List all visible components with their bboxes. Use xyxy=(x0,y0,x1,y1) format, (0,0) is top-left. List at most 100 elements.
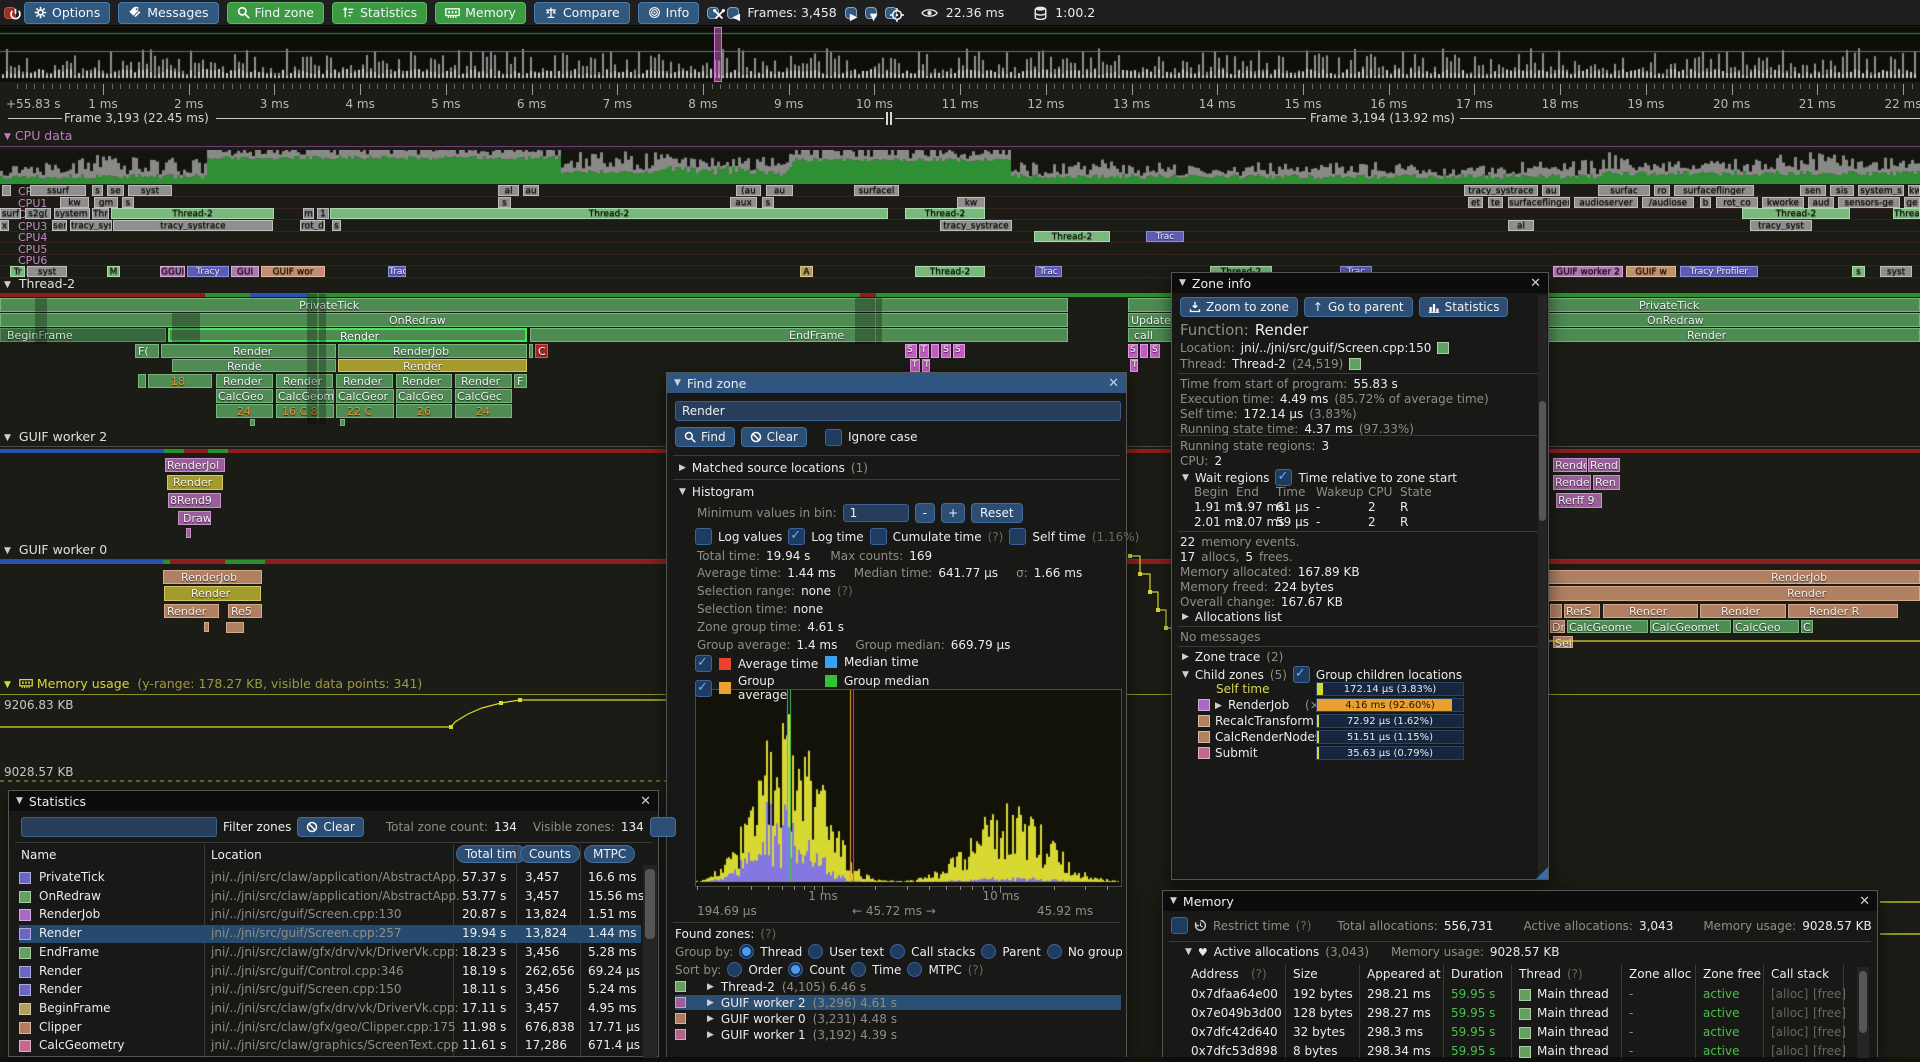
prev-frame-button[interactable]: ◀ xyxy=(727,6,740,23)
timeline-zone[interactable]: call xyxy=(1128,328,1172,342)
table-row[interactable]: CalcGeometry jni/../jni/src/claw/graphics… xyxy=(19,1037,641,1055)
histogram-frame[interactable] xyxy=(695,689,1122,887)
cpu-zone[interactable]: GUIF worker 2 xyxy=(1553,265,1623,277)
zoom-to-zone-button[interactable]: Zoom to zone xyxy=(1180,297,1298,317)
timeline-zone[interactable]: Render xyxy=(338,359,527,372)
cpu-zone[interactable]: surfaceflinger xyxy=(1508,196,1570,208)
frame-markers[interactable]: Frame 3,193 (22.45 ms) Frame 3,194 (13.92… xyxy=(0,110,1920,126)
child-zones-section[interactable]: ▼Child zones(5)Group children locations xyxy=(1182,666,1462,683)
time-ruler[interactable]: 1 ms 2 ms 3 ms 4 ms 5 ms 6 ms 7 ms 8 ms 9 ms 10 m… xyxy=(0,84,1920,111)
timeline-zone[interactable]: CalcGeomet xyxy=(1650,620,1731,633)
cpu-zone[interactable]: /audiose xyxy=(1642,196,1694,208)
timeline-zone[interactable]: Update xyxy=(1128,313,1172,327)
cpu-zone[interactable]: syst xyxy=(1880,265,1912,277)
timeline-zone[interactable]: Render xyxy=(1553,475,1591,490)
cpu-zone[interactable]: s xyxy=(92,185,103,196)
frame-overview[interactable] xyxy=(0,27,1920,82)
timeline-zone[interactable]: S xyxy=(905,344,917,358)
thread-header[interactable]: ▼ Thread-2 xyxy=(4,276,76,291)
child-zone-row[interactable]: Submit 35.63 µs (0.79%) xyxy=(1180,746,1540,761)
sort-by-radio-count[interactable] xyxy=(788,962,804,977)
timeline-zone[interactable]: OnRedraw xyxy=(0,313,1068,327)
timeline-zone[interactable]: Render xyxy=(276,374,333,388)
timeline-zone[interactable]: CalcGeo xyxy=(216,389,273,403)
col-counts[interactable]: Counts xyxy=(520,845,580,863)
cpu-zone[interactable]: rot_d xyxy=(300,219,325,231)
timeline-zone[interactable]: 22 C xyxy=(336,404,394,418)
timeline-zone[interactable] xyxy=(1550,604,1562,618)
timeline-zone[interactable]: T xyxy=(919,344,929,358)
timeline-zone[interactable]: 16 C 8 xyxy=(276,404,334,418)
timeline-zone[interactable]: 26 xyxy=(396,404,452,418)
cpu-zone[interactable]: ssurf xyxy=(30,185,86,196)
timeline-zone[interactable] xyxy=(1128,298,1172,312)
timeline-zone[interactable]: CalcGeo xyxy=(1733,620,1799,633)
sort-by-radio-order[interactable] xyxy=(727,962,743,977)
child-zone-row[interactable]: ▶RenderJob(×2)4.16 ms (92.60%) xyxy=(1180,698,1540,713)
sort-by-option[interactable]: Time xyxy=(872,962,902,977)
timeline-zone[interactable]: RenderJol xyxy=(165,458,225,472)
timeline-zone[interactable]: T xyxy=(922,359,930,372)
cpu-zone[interactable]: aux xyxy=(730,196,757,208)
memory-usage-header[interactable]: ▼ Memory usage (y-range: 178.27 KB, visi… xyxy=(4,676,423,691)
cpu-zone[interactable]: sen xyxy=(1800,185,1826,196)
timeline-zone[interactable] xyxy=(1140,344,1148,358)
timeline-zone[interactable]: Render xyxy=(396,374,452,388)
timeline-zone[interactable]: S xyxy=(1150,344,1160,358)
focus-frame-button[interactable] xyxy=(884,6,904,22)
table-row[interactable]: Clipper jni/../jni/src/claw/gfx/geo/Clipp… xyxy=(19,1019,641,1037)
timeline-zone[interactable]: Rencer xyxy=(1603,604,1698,618)
cpu-zone[interactable]: audioserver xyxy=(1574,196,1638,208)
memory-titlebar[interactable]: ▼ Memory ✕ xyxy=(1163,891,1877,911)
zone-color-chip[interactable] xyxy=(19,872,31,884)
group-by-option[interactable]: Thread xyxy=(760,944,803,959)
active-allocations-section[interactable]: ▼ ♥ Active allocations (3,043) Memory us… xyxy=(1185,945,1560,959)
timeline-zone[interactable]: RerS xyxy=(1564,604,1600,618)
zone-color-chip[interactable] xyxy=(19,1003,31,1015)
timeline-zone[interactable]: CalcGeome xyxy=(276,389,334,403)
frame-select-button[interactable]: ▼ xyxy=(864,6,877,23)
timeline-zone[interactable]: Render xyxy=(336,374,393,388)
zone-color-chip[interactable] xyxy=(19,966,31,978)
cpu-zone[interactable]: GUI xyxy=(231,265,259,277)
timeline-zone[interactable]: Render xyxy=(455,374,512,388)
cpu-zone[interactable]: s xyxy=(122,196,134,208)
legend-checkbox[interactable] xyxy=(695,655,712,672)
sort-by-option[interactable]: Order xyxy=(748,962,783,977)
cumulate-time-checkbox[interactable] xyxy=(869,528,887,545)
zone-trace-section[interactable]: ▶ Zone trace (2) xyxy=(1182,650,1284,664)
timeline-zone[interactable]: S xyxy=(953,344,965,358)
table-row[interactable]: Render jni/../jni/src/guif/Control.cpp:34… xyxy=(19,963,641,981)
col-location[interactable]: Location xyxy=(211,848,262,862)
statistics-scrollbar[interactable] xyxy=(643,865,657,1058)
found-zone-group[interactable]: ▶ GUIF worker 2 (3,296) 4.61 s xyxy=(675,995,1121,1010)
cpu-zone[interactable]: rot_co xyxy=(1716,196,1758,208)
cpu-zone[interactable]: sensors-ge xyxy=(1838,196,1900,208)
table-row[interactable]: Render jni/../jni/src/guif/Screen.cpp:257… xyxy=(19,925,641,943)
zone-info-scrollbar[interactable] xyxy=(1538,295,1547,879)
timeline-zone[interactable] xyxy=(340,419,345,426)
cpu-zone[interactable]: au xyxy=(1542,185,1560,196)
col-name[interactable]: Name xyxy=(21,848,57,862)
cpu-zone[interactable]: x xyxy=(0,219,9,231)
found-zone-group[interactable]: ▶ GUIF worker 0 (3,231) 4.48 s xyxy=(675,1011,1121,1026)
cpu-zone[interactable]: tracy_systrace xyxy=(1464,185,1538,196)
zone-color-chip[interactable] xyxy=(19,928,31,940)
group-by-radio-parent[interactable] xyxy=(981,944,997,959)
zone-info-titlebar[interactable]: ▼ Zone info ✕ xyxy=(1172,273,1548,293)
zone-color-chip[interactable] xyxy=(19,1022,31,1034)
timeline-zone[interactable]: S xyxy=(941,344,951,358)
timeline-zone[interactable]: C xyxy=(535,344,548,358)
cpu-zone[interactable]: surfacel xyxy=(854,185,899,196)
cpu-zone[interactable]: Thread-2 xyxy=(1034,231,1110,242)
cpu-zone[interactable]: al xyxy=(498,185,519,196)
zone-color-chip[interactable] xyxy=(19,984,31,996)
table-row[interactable]: OnRedraw jni/../jni/src/claw/application/… xyxy=(19,888,644,906)
cpu-zone[interactable]: Thread-2 xyxy=(1742,208,1850,219)
cpu-zone[interactable]: sis xyxy=(1830,185,1854,196)
child-zone-row[interactable]: CalcRenderNodes 51.51 µs (1.15%) xyxy=(1180,730,1540,745)
cpu-zone[interactable]: tracy_systrace xyxy=(940,219,1012,231)
search-input[interactable]: Render xyxy=(675,401,1121,421)
group-by-radio-call-stacks[interactable] xyxy=(890,944,906,959)
group-by-option[interactable]: User text xyxy=(829,944,885,959)
